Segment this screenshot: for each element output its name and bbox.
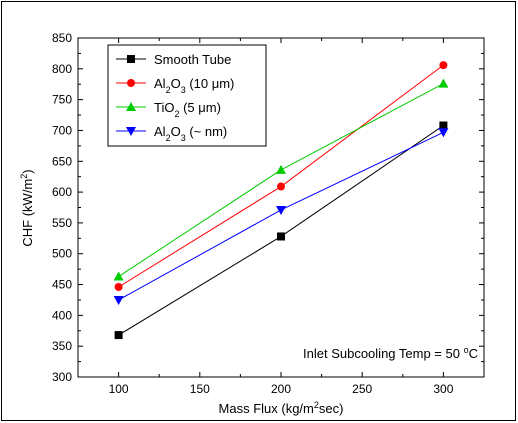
series-0-point	[277, 232, 285, 241]
legend-label: Al2O3 (10 μm)	[154, 76, 234, 95]
y-tick-label: 450	[52, 278, 72, 292]
series-0-point	[114, 331, 123, 340]
y-tick-label: 700	[52, 123, 72, 137]
series-0-point	[439, 121, 448, 130]
x-tick-label: 200	[271, 382, 291, 396]
series-3-point	[276, 205, 286, 215]
y-tick-label: 650	[52, 154, 72, 168]
series-2-point	[113, 271, 124, 281]
x-axis-label: Mass Flux (kg/m2sec)	[219, 400, 344, 416]
y-tick-label: 550	[52, 216, 72, 230]
y-tick-label: 500	[52, 247, 72, 261]
y-tick-label: 300	[52, 370, 72, 384]
series-1-point	[277, 182, 285, 191]
legend: Smooth Tube Al2O3 (10 μm) TiO2 (5 μm) Al2O3…	[107, 44, 267, 147]
series-1-point	[439, 61, 448, 70]
y-tick-label: 600	[52, 185, 72, 199]
legend-marker	[127, 55, 135, 63]
series-2-point	[276, 164, 286, 174]
x-tick-label: 100	[109, 382, 129, 396]
y-tick-label: 350	[52, 339, 72, 353]
y-axis: 300 350 400 450 500 550 600 650 700 750 800 850	[52, 31, 484, 384]
series-2-point	[438, 78, 449, 88]
y-tick-label: 850	[52, 31, 72, 45]
y-tick-label: 400	[52, 308, 72, 322]
legend-label: Al2O3 (~ nm)	[154, 124, 227, 143]
x-tick-label: 300	[433, 382, 453, 396]
legend-label: TiO2 (5 μm)	[154, 100, 221, 119]
legend-marker	[127, 79, 135, 87]
legend-marker	[126, 127, 136, 136]
x-tick-label: 250	[352, 382, 372, 396]
legend-label: Smooth Tube	[154, 52, 231, 67]
x-tick-label: 150	[190, 382, 210, 396]
series-3-point	[438, 128, 449, 138]
x-axis: 100 150 200 250 300	[109, 38, 454, 396]
legend-marker	[126, 102, 136, 111]
y-tick-label: 750	[52, 93, 72, 107]
y-tick-label: 800	[52, 62, 72, 76]
annotation: Inlet Subcooling Temp = 50 oC	[303, 345, 478, 361]
series-layer	[113, 61, 449, 340]
series-1-point	[114, 283, 123, 292]
series-3-point	[113, 295, 124, 305]
y-axis-label: CHF (kW/m2)	[19, 169, 35, 246]
